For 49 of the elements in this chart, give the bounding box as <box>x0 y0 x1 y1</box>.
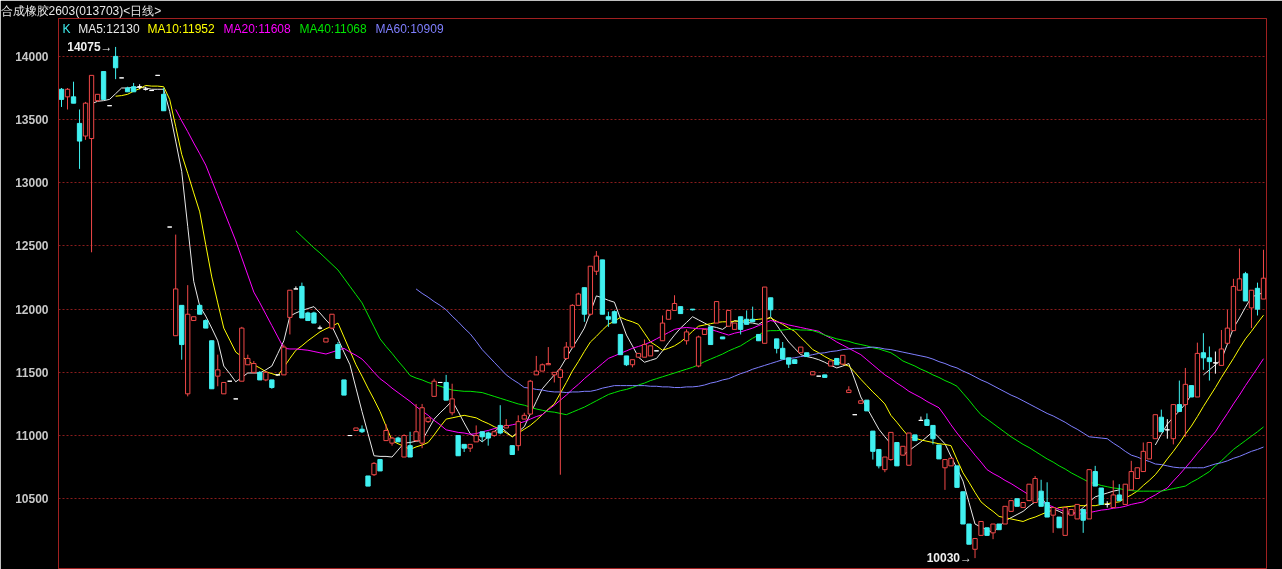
text: MA20:11608 <box>223 21 291 36</box>
candlestick <box>617 333 624 356</box>
candlestick <box>407 431 413 458</box>
candlestick <box>215 354 221 387</box>
y-tick-label: 14000 <box>15 49 49 64</box>
candlestick <box>1158 409 1164 433</box>
y-tick-label: 13500 <box>15 113 49 128</box>
candlestick <box>443 374 449 401</box>
candlestick <box>1176 380 1183 413</box>
candlestick <box>894 441 900 467</box>
annotation: 14075→ <box>67 39 113 54</box>
y-tick-label: 13000 <box>15 176 49 191</box>
candlestick <box>1218 329 1225 366</box>
candlestick <box>401 433 407 458</box>
candlestick <box>449 383 455 416</box>
chart-title: 合成橡胶2603(013703)<日线> <box>0 3 162 18</box>
candlestick <box>112 46 119 80</box>
candlestick <box>70 81 77 104</box>
line-series <box>295 230 1264 492</box>
candlestick <box>1092 465 1098 487</box>
text: MA5:12130 <box>78 21 140 36</box>
candlestick <box>1248 289 1255 329</box>
candlestick <box>1212 351 1219 375</box>
candlestick <box>972 538 978 559</box>
candlestick <box>359 424 365 434</box>
candlestick <box>1050 507 1056 534</box>
candlestick <box>1182 367 1189 438</box>
text: K <box>62 21 71 36</box>
y-tick-label: 11000 <box>15 429 49 444</box>
y-tick-label: 10500 <box>15 492 49 507</box>
text: MA10:11952 <box>147 21 215 36</box>
candlestick <box>1080 508 1086 534</box>
y-tick-label: 12500 <box>15 239 49 254</box>
text: MA60:10909 <box>375 21 444 36</box>
y-tick-label: 12000 <box>15 302 49 317</box>
text: MA40:11068 <box>299 21 367 36</box>
candlestick <box>76 108 83 170</box>
y-tick-label: 11500 <box>15 365 49 380</box>
candlestick <box>58 87 65 108</box>
candlestick <box>64 87 71 110</box>
candlestick <box>161 87 167 112</box>
candlestick <box>768 297 774 318</box>
candlestick <box>954 465 960 488</box>
candlestick <box>659 314 666 342</box>
candlestick <box>1254 282 1261 316</box>
annotation: 10030→ <box>926 551 973 566</box>
candlestick <box>713 301 720 324</box>
candlestick <box>497 404 503 435</box>
candlestick <box>1110 479 1116 509</box>
